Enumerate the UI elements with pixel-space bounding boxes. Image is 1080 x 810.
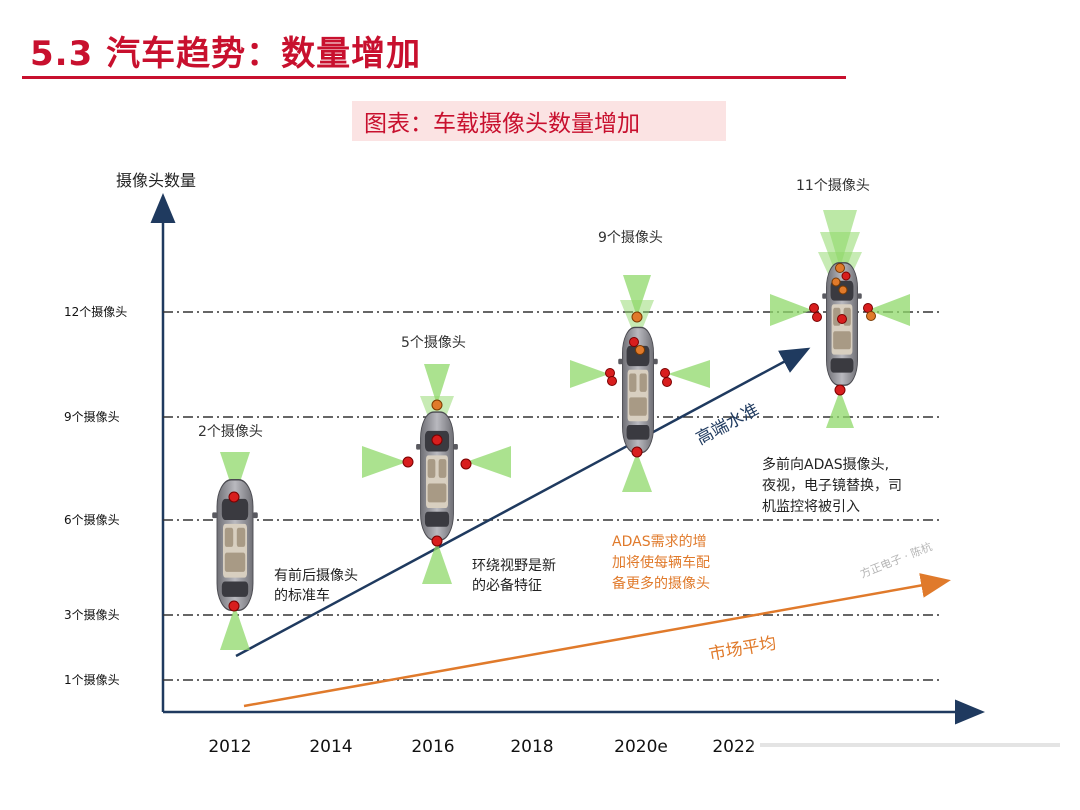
camera-dot bbox=[228, 600, 240, 612]
camera-dot bbox=[812, 312, 822, 322]
car-top-view bbox=[415, 411, 459, 541]
camera-dot bbox=[460, 458, 472, 470]
view-cone bbox=[668, 360, 710, 388]
stage-note-line: 有前后摄像头 bbox=[274, 567, 358, 584]
stage-note-line: 环绕视野是新 bbox=[472, 558, 556, 574]
view-cone bbox=[220, 452, 250, 497]
trend-label-high: 高端水准 bbox=[693, 400, 762, 450]
trend-line-market bbox=[243, 573, 951, 708]
y-level-label: 12个摄像头 bbox=[64, 304, 127, 319]
stage-note-line: 的必备特征 bbox=[472, 577, 542, 594]
stage-note-line: 多前向ADAS摄像头, bbox=[762, 456, 889, 473]
camera-dot bbox=[607, 376, 617, 386]
adas-note-line: ADAS需求的增 bbox=[612, 534, 707, 550]
camera-dot bbox=[431, 434, 443, 446]
adas-note-line: 加将使每辆车配 bbox=[612, 554, 710, 571]
view-cone bbox=[826, 390, 854, 428]
view-cone bbox=[770, 294, 812, 326]
view-cone bbox=[868, 294, 910, 326]
camera-dot bbox=[431, 399, 443, 411]
stage-label: 11个摄像头 bbox=[796, 178, 870, 194]
stage-note-line: 机监控将被引入 bbox=[762, 499, 860, 515]
y-axis-label: 摄像头数量 bbox=[116, 171, 196, 190]
y-level-label: 1个摄像头 bbox=[64, 672, 120, 687]
view-cone bbox=[362, 446, 407, 478]
x-tick-label: 2014 bbox=[309, 737, 352, 757]
car-stage-11-cameras bbox=[770, 210, 910, 428]
view-cone bbox=[422, 541, 452, 584]
stage-label: 9个摄像头 bbox=[598, 230, 663, 246]
camera-dot bbox=[834, 384, 846, 396]
trend-label-market: 市场平均 bbox=[707, 633, 777, 665]
page-title: 5.3 汽车趋势：数量增加 bbox=[30, 34, 422, 74]
camera-dot bbox=[841, 271, 851, 281]
view-cone bbox=[570, 360, 609, 388]
stage-label: 2个摄像头 bbox=[198, 424, 263, 440]
camera-dot bbox=[838, 285, 848, 295]
camera-dot bbox=[631, 311, 643, 323]
camera-dot bbox=[635, 345, 645, 355]
stage-label: 5个摄像头 bbox=[401, 335, 466, 351]
camera-dot bbox=[631, 446, 643, 458]
x-tick-label: 2016 bbox=[411, 737, 454, 757]
title-rule bbox=[22, 76, 846, 79]
view-cone bbox=[623, 275, 651, 317]
camera-dot bbox=[402, 456, 414, 468]
camera-dot bbox=[629, 337, 639, 347]
x-tick-label: 2012 bbox=[208, 737, 251, 757]
camera-dot bbox=[660, 368, 670, 378]
view-cone bbox=[220, 606, 250, 650]
figure-caption: 图表：车载摄像头数量增加 bbox=[352, 101, 726, 141]
x-tick-label: 2020e bbox=[614, 737, 668, 757]
camera-dot bbox=[837, 314, 847, 324]
car-stage-5-cameras bbox=[362, 364, 511, 584]
stage-note-line: 夜视，电子镜替换，司 bbox=[762, 477, 902, 494]
car-stage-9-cameras bbox=[570, 275, 710, 492]
camera-dot bbox=[809, 303, 819, 313]
camera-dot bbox=[662, 377, 672, 387]
level-lines bbox=[163, 311, 940, 681]
camera-dot bbox=[866, 311, 876, 321]
camera-dot bbox=[431, 535, 443, 547]
camera-dot bbox=[228, 491, 240, 503]
view-cone bbox=[622, 452, 652, 492]
adas-note-line: 备更多的摄像头 bbox=[612, 575, 710, 592]
car-stage-2-cameras bbox=[211, 452, 259, 650]
x-tick-label: 2022 bbox=[712, 737, 755, 757]
camera-dot bbox=[831, 277, 841, 287]
y-level-label: 9个摄像头 bbox=[64, 409, 120, 424]
trend-line-high bbox=[235, 347, 811, 658]
x-tick-label: 2018 bbox=[510, 737, 553, 757]
y-level-label: 6个摄像头 bbox=[64, 512, 120, 527]
watermark: 方正电子 · 陈杭 bbox=[858, 539, 934, 581]
view-cone bbox=[424, 364, 450, 405]
y-level-label: 3个摄像头 bbox=[64, 607, 120, 622]
stage-note-line: 的标准车 bbox=[274, 587, 330, 604]
view-cone bbox=[466, 446, 511, 478]
camera-dot bbox=[835, 263, 845, 273]
